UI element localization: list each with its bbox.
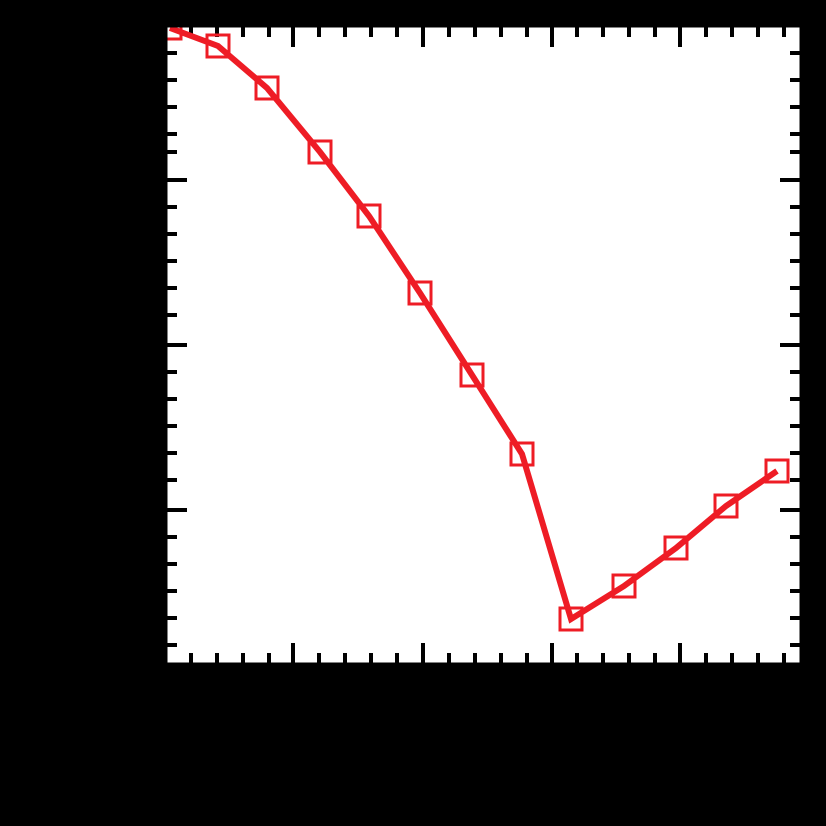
data-point-marker	[356, 203, 382, 229]
series-1-line	[168, 25, 779, 624]
plot-clip-mask	[803, 0, 826, 826]
plot-frame-overlay	[164, 24, 803, 666]
data-point-marker	[254, 75, 280, 101]
data-point-marker	[509, 441, 535, 467]
data-point-marker	[205, 33, 231, 59]
data-point-marker	[663, 535, 689, 561]
plot-clip-mask	[0, 666, 826, 826]
data-point-marker	[713, 493, 739, 519]
data-point-marker	[764, 458, 790, 484]
data-point-marker	[407, 280, 433, 306]
data-point-marker	[459, 362, 485, 388]
data-point-marker	[611, 573, 637, 599]
data-point-marker	[558, 606, 584, 632]
plot-background	[165, 25, 802, 665]
plot-clip-mask	[0, 0, 826, 25]
series-1-markers	[157, 15, 790, 632]
data-point-marker	[307, 139, 333, 165]
